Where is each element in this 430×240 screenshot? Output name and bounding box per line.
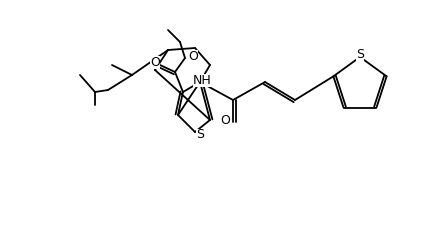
Text: O: O (220, 114, 230, 126)
Text: NH: NH (193, 73, 212, 86)
Text: S: S (356, 48, 364, 61)
Text: O: O (188, 49, 198, 62)
Text: O: O (150, 55, 160, 68)
Text: S: S (196, 128, 204, 142)
